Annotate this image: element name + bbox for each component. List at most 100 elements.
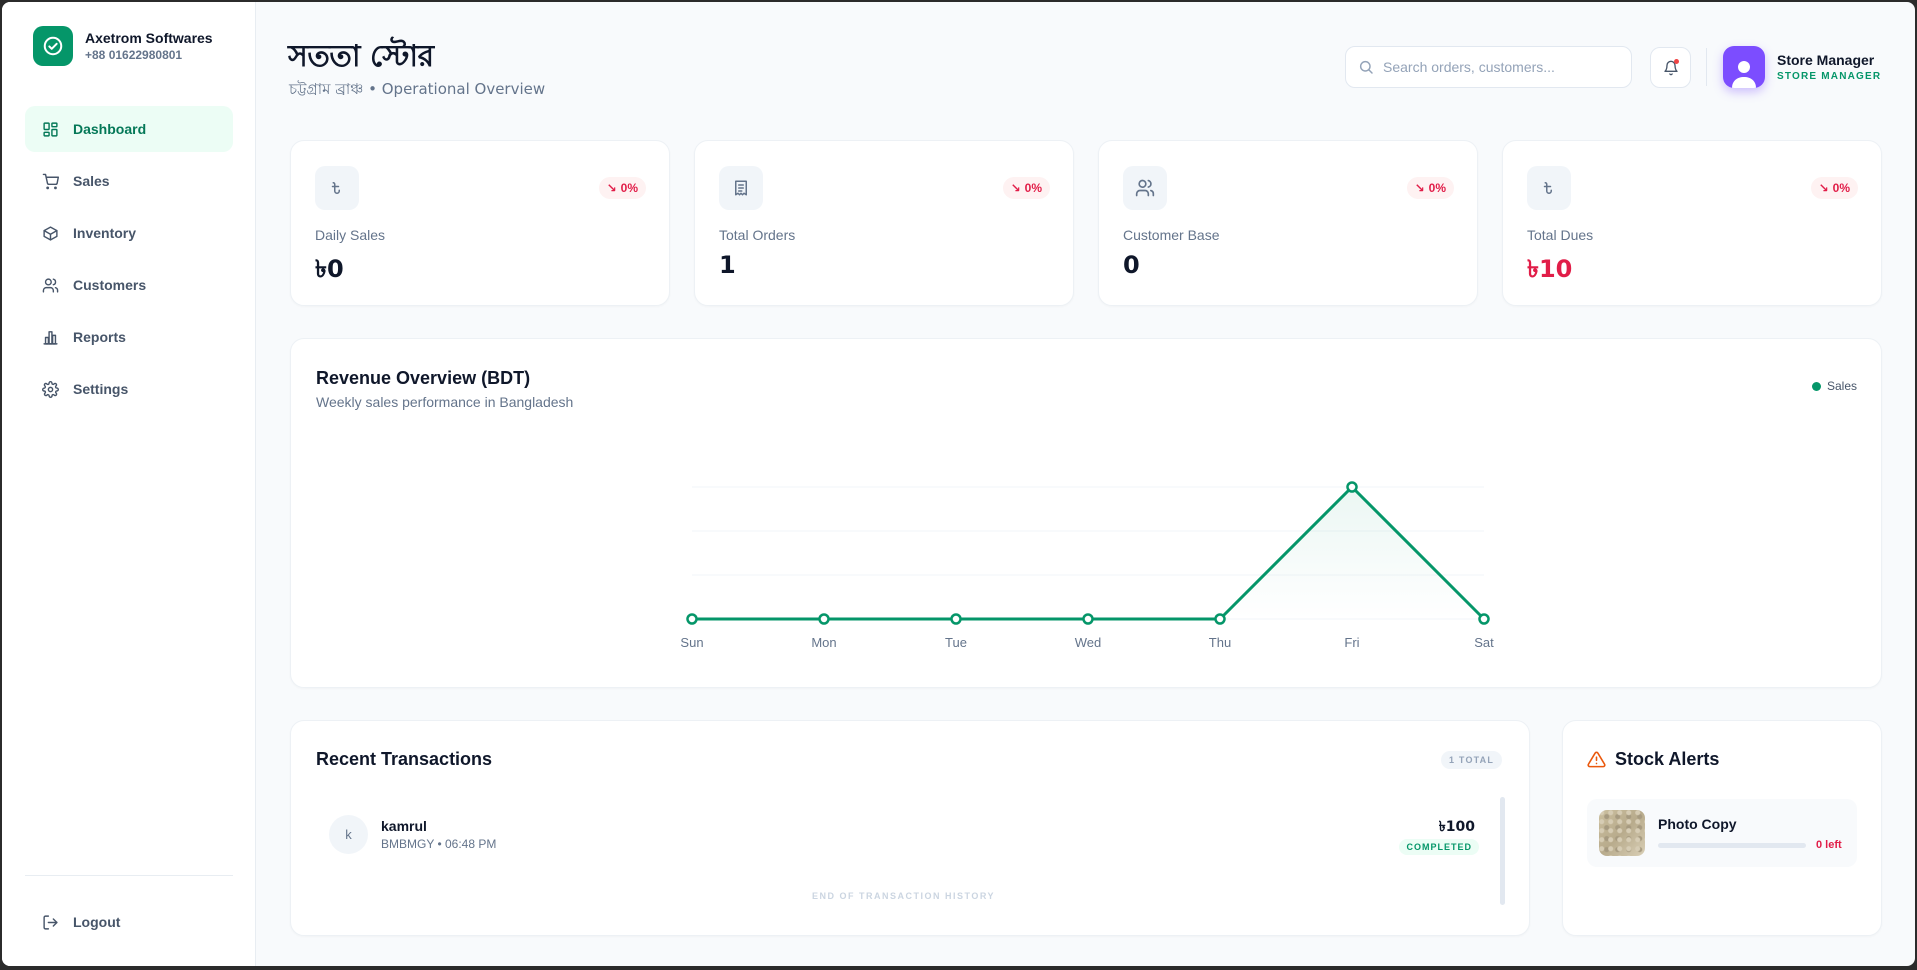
data-point-sat[interactable] [1478,613,1490,625]
avatar [1723,46,1765,88]
box-icon [43,225,58,241]
series-area-sales [692,487,1484,619]
cart-icon [42,173,59,189]
customer-name: kamrul [381,818,427,834]
sidebar-item-customers[interactable]: Customers [25,262,233,308]
legend-label: Sales [1826,379,1857,393]
search-input[interactable] [1383,59,1613,75]
header-divider [1706,48,1707,86]
stat-change-badge: ↘ 0% [598,177,646,199]
chart-title: Revenue Overview (BDT) [316,368,531,388]
x-tick-label: Sun [680,635,703,650]
product-name: Photo Copy [1658,816,1737,832]
chart-legend: Sales [1811,379,1857,393]
sidebar-item-label: Inventory [73,225,137,241]
transaction-row[interactable]: k kamrul BMBMGY • 06:48 PM ৳100 COMPLETE… [329,813,1479,857]
stat-change-badge: ↘ 0% [1810,177,1858,199]
stat-card-total-dues: ↘ 0% Total Dues ৳10 [1502,140,1882,306]
notification-dot [1674,59,1679,64]
user-name: Store Manager [1777,51,1875,68]
page-title: সততা স্টোর [288,39,434,74]
recent-transactions-card: Recent Transactions 1 TOTAL k kamrul BMB… [290,720,1530,936]
brand: Axetrom Softwares +88 01622980801 [33,26,213,66]
stat-card-customer-base: ↘ 0% Customer Base 0 [1098,140,1478,306]
sidebar-item-reports[interactable]: Reports [25,314,233,360]
stat-value: 0 [1123,251,1140,279]
dashboard-icon [43,121,58,137]
trend-down-icon: ↘ [1010,181,1021,195]
stat-value: 1 [719,251,736,279]
sidebar: Axetrom Softwares +88 01622980801 Dashbo… [2,2,256,966]
product-thumbnail [1599,810,1645,856]
stock-left-label: 0 left [1816,839,1842,851]
users-icon [42,277,59,293]
x-tick-label: Wed [1075,635,1102,650]
customer-avatar: k [329,815,368,854]
user-role: STORE MANAGER [1777,70,1882,82]
stat-value: ৳0 [315,255,344,283]
sidebar-item-label: Sales [73,173,110,189]
logout-button[interactable]: Logout [25,899,233,945]
stat-label: Total Dues [1527,227,1594,243]
transaction-meta: BMBMGY • 06:48 PM [381,837,497,851]
status-badge: COMPLETED [1399,839,1479,855]
page-subtitle: চট্টগ্রাম ব্রাঞ্চ • Operational Overview [289,80,546,98]
chart-subtitle: Weekly sales performance in Bangladesh [316,394,574,410]
data-point-tue[interactable] [950,613,962,625]
trend-down-icon: ↘ [1818,181,1829,195]
stat-change-badge: ↘ 0% [1002,177,1050,199]
stock-alert-item[interactable]: Photo Copy 0 left [1587,799,1857,867]
legend-swatch [1811,381,1821,391]
brand-phone: +88 01622980801 [85,47,183,62]
search-box[interactable] [1345,46,1632,88]
revenue-chart-card: Revenue Overview (BDT) Weekly sales perf… [290,338,1882,688]
bell-icon [1663,60,1678,75]
trend-down-icon: ↘ [606,181,617,195]
gear-icon [42,380,59,398]
revenue-line-chart: Sun Mon Tue Wed Thu Fri Sat [680,481,1494,650]
x-tick-label: Tue [945,635,967,650]
sidebar-item-label: Customers [73,277,147,293]
taka-icon [315,166,359,210]
data-point-wed[interactable] [1082,613,1094,625]
x-tick-label: Fri [1344,635,1359,650]
stat-label: Customer Base [1123,227,1220,243]
transaction-amount: ৳100 [1438,819,1475,835]
data-point-thu[interactable] [1214,613,1226,625]
receipt-icon [719,166,763,210]
stat-card-total-orders: ↘ 0% Total Orders 1 [694,140,1074,306]
transactions-scrollbar[interactable] [1500,797,1505,905]
sidebar-item-label: Reports [73,329,126,345]
transactions-count-badge: 1 TOTAL [1441,751,1503,769]
sidebar-nav: Dashboard Sales Inventory Customers Repo… [25,106,233,418]
logout-icon [43,914,58,930]
user-menu[interactable]: Store Manager STORE MANAGER [1723,46,1881,88]
stat-value: ৳10 [1527,255,1573,283]
data-point-sun[interactable] [686,613,698,625]
sidebar-item-label: Dashboard [73,121,147,137]
stat-label: Daily Sales [315,227,386,243]
stat-label: Total Orders [719,227,796,243]
x-tick-label: Mon [811,635,836,650]
sidebar-item-dashboard[interactable]: Dashboard [25,106,233,152]
search-icon [1359,60,1373,74]
sidebar-item-sales[interactable]: Sales [25,158,233,204]
brand-logo-icon [33,26,73,66]
brand-name: Axetrom Softwares [85,29,213,46]
stock-alerts-card: Stock Alerts Photo Copy 0 left [1562,720,1882,936]
stat-card-daily-sales: ↘ 0% Daily Sales ৳0 [290,140,670,306]
warning-icon [1587,751,1606,768]
logout-label: Logout [73,914,121,930]
stock-alerts-title: Stock Alerts [1615,749,1720,769]
end-of-history-label: END OF TRANSACTION HISTORY [811,891,995,901]
users-icon [1123,166,1167,210]
data-point-mon[interactable] [818,613,830,625]
sidebar-item-settings[interactable]: Settings [25,366,233,412]
sidebar-divider [25,875,233,876]
data-point-fri[interactable] [1346,481,1358,493]
sidebar-item-inventory[interactable]: Inventory [25,210,233,256]
x-tick-label: Thu [1209,635,1231,650]
transactions-title: Recent Transactions [316,749,493,769]
notifications-button[interactable] [1650,47,1691,88]
bar-chart-icon [43,330,58,345]
